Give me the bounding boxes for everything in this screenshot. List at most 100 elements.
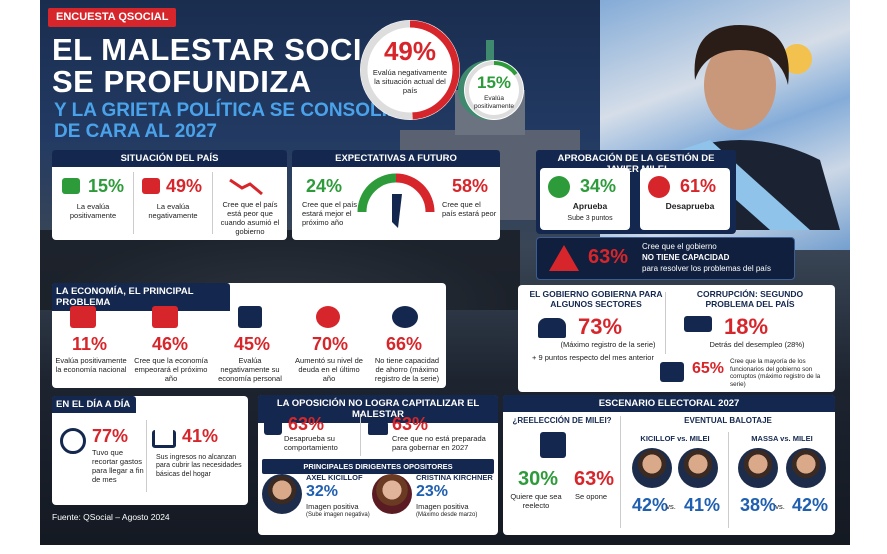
- value: 15%: [88, 176, 125, 196]
- text: Sus ingresos no alcanzan para cubrir las…: [156, 454, 242, 478]
- text: Aumentó su nivel de deuda en el último a…: [295, 356, 363, 383]
- map-icon: [392, 194, 402, 228]
- face: [786, 448, 826, 488]
- text: Evalúa negativamente la situación actual…: [372, 68, 448, 95]
- label: Desaprueba: [665, 201, 715, 211]
- text: Evalúa positivamente: [473, 95, 515, 110]
- a: [357, 173, 435, 228]
- ring: [360, 20, 460, 120]
- value: 66%: [386, 334, 423, 354]
- label: 49%: [383, 36, 437, 66]
- heading: EXPECTATIVAS A FUTURO: [292, 150, 500, 167]
- value: 58%: [452, 176, 489, 196]
- ic: [316, 306, 340, 328]
- text: La evalúa positivamente: [69, 202, 117, 220]
- text: Cree que el país estará peor: [442, 200, 497, 218]
- note: Sube 3 puntos: [567, 215, 613, 222]
- value: 41%: [182, 426, 219, 446]
- gauge-red: [395, 173, 435, 213]
- line1: Cree que el gobierno: [642, 242, 717, 251]
- leaders-heading: PRINCIPALES DIRIGENTES OPOSITORES: [262, 459, 494, 474]
- ic: [264, 417, 282, 435]
- value: 61%: [680, 176, 717, 196]
- ic: [142, 178, 160, 194]
- subtitle-line1: Y LA GRIETA POLÍTICA SE CONSOLIDA: [54, 100, 415, 121]
- ring-bg: [464, 60, 524, 120]
- warning-icon: [549, 245, 579, 271]
- b: 41%: [684, 495, 721, 515]
- note: (Sube imagen negativa): [306, 512, 370, 518]
- div: [620, 416, 621, 528]
- capitol-spire: [486, 40, 494, 65]
- value: 46%: [152, 334, 189, 354]
- b: 42%: [792, 495, 829, 515]
- ic: [70, 306, 96, 328]
- panel: [536, 237, 795, 280]
- text: Tuvo que recortar gastos para llegar a f…: [92, 448, 144, 484]
- value: 45%: [234, 334, 271, 354]
- div: [133, 172, 134, 234]
- line2: NO TIENE CAPACIDAD: [642, 253, 730, 262]
- heading: SITUACIÓN DEL PAÍS: [52, 150, 287, 167]
- title-line1: EL MALESTAR SOCIAL: [52, 32, 405, 67]
- text: Se opone: [574, 492, 608, 501]
- badge: ENCUESTA QSOCIAL: [48, 8, 177, 27]
- note: (Máximo desde marzo): [416, 512, 478, 518]
- trend-icon: [229, 178, 263, 196]
- gauge-green: [357, 173, 397, 213]
- ic: [392, 306, 418, 328]
- ballot-heading: EVENTUAL BALOTAJE: [684, 416, 772, 425]
- text: No tiene capacidad de ahorro (máximo reg…: [374, 356, 440, 383]
- value: 11%: [72, 334, 108, 354]
- value: 63%: [288, 414, 325, 434]
- ring-bg: [360, 20, 460, 120]
- value: 23%: [416, 483, 449, 500]
- a: 42%: [632, 495, 669, 515]
- text: Cree que el país está peor que cuando as…: [220, 200, 280, 236]
- a: 38%: [740, 495, 777, 515]
- div: [665, 292, 666, 354]
- text: Quiere que sea reelecto: [510, 492, 562, 510]
- ring: [464, 60, 524, 120]
- face: [738, 448, 778, 488]
- a: [229, 178, 263, 196]
- value: 63%: [588, 246, 629, 268]
- face: [372, 474, 412, 514]
- vs: vs.: [666, 502, 676, 511]
- value: 63%: [574, 468, 615, 490]
- ic: [538, 318, 566, 338]
- title: MASSA vs. MILEI: [751, 434, 813, 443]
- text: Cree que el país estará mejor el próximo…: [302, 200, 358, 227]
- text: Desaprueba su comportamiento: [284, 434, 338, 452]
- value: 34%: [580, 176, 617, 196]
- label: 15%: [476, 73, 512, 92]
- ring-arc: [465, 61, 523, 119]
- heading: ESCENARIO ELECTORAL 2027: [503, 395, 835, 412]
- div: [146, 420, 147, 492]
- label: Imagen positiva: [306, 502, 359, 511]
- subtitle-line2: DE CARA AL 2027: [54, 121, 217, 142]
- ic: [60, 428, 86, 454]
- text: Evalúa positivamente la economía naciona…: [55, 356, 127, 374]
- heading: EL GOBIERNO GOBIERNA PARA ALGUNOS SECTOR…: [529, 289, 663, 309]
- value: 73%: [578, 314, 623, 339]
- title-line2: SE PROFUNDIZA: [52, 64, 312, 99]
- value: 24%: [306, 176, 343, 196]
- ic: [152, 430, 176, 448]
- vs: vs.: [775, 502, 785, 511]
- div: [212, 172, 213, 234]
- div: [728, 432, 729, 528]
- value2: 65%: [692, 360, 725, 377]
- a: [549, 245, 579, 271]
- text2: Cree que la mayoría de los funcionarios …: [730, 358, 821, 388]
- text: Cree que la economía empeorará el próxim…: [134, 356, 208, 383]
- value: 63%: [392, 414, 429, 434]
- label: Imagen positiva: [416, 502, 469, 511]
- name: AXEL KICILLOF: [306, 473, 363, 482]
- ic: [238, 306, 262, 328]
- ic: [684, 316, 712, 332]
- note: Detrás del desempleo (28%): [709, 340, 805, 349]
- value: 77%: [92, 426, 129, 446]
- ic: [548, 176, 570, 198]
- value: 32%: [306, 483, 339, 500]
